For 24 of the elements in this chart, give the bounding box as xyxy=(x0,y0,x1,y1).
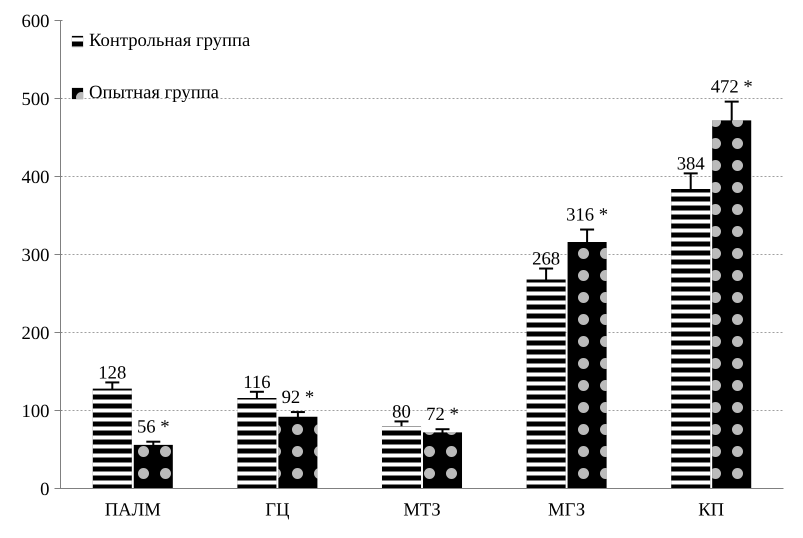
data-label: 128 xyxy=(98,362,126,384)
legend-label: Опытная группа xyxy=(89,82,219,104)
x-tick-label: ПАЛМ xyxy=(104,500,162,520)
legend-label: Контрольная группа xyxy=(89,30,250,52)
data-label: 268 xyxy=(532,248,560,270)
data-label: 116 xyxy=(243,372,271,393)
x-tick-label: МГЗ xyxy=(548,500,586,520)
y-tick-label: 600 xyxy=(22,11,50,32)
data-label: 92 * xyxy=(282,387,314,408)
y-tick-label: 0 xyxy=(40,479,50,500)
y-tick-label: 200 xyxy=(22,323,50,344)
y-tick-label: 300 xyxy=(22,245,50,266)
y-tick-label: 100 xyxy=(22,401,50,422)
x-tick-label: ГЦ xyxy=(265,500,290,520)
data-label: 80 xyxy=(392,401,411,422)
x-tick-label: КП xyxy=(698,500,724,520)
data-label: 56 * xyxy=(136,416,170,438)
y-tick-label: 400 xyxy=(22,167,50,188)
data-label: 384 xyxy=(676,153,706,174)
x-tick-label: МТЗ xyxy=(403,500,441,520)
y-tick-label: 500 xyxy=(22,89,50,110)
data-label: 472 * xyxy=(710,76,753,98)
data-label: 316 * xyxy=(566,204,608,226)
data-label: 72 * xyxy=(426,404,459,426)
